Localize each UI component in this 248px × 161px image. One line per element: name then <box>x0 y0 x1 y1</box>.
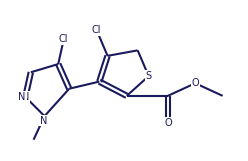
Text: Cl: Cl <box>92 25 101 35</box>
Text: Cl: Cl <box>59 34 68 44</box>
Text: O: O <box>164 118 172 128</box>
Text: N: N <box>40 115 47 126</box>
Text: N: N <box>18 92 26 102</box>
Text: O: O <box>191 78 199 88</box>
Text: S: S <box>146 71 152 81</box>
Text: N: N <box>22 92 29 102</box>
Text: O: O <box>164 118 172 128</box>
Text: S: S <box>146 71 152 81</box>
Text: N: N <box>41 115 48 126</box>
Text: Cl: Cl <box>59 34 68 44</box>
Text: O: O <box>191 78 199 88</box>
Text: Cl: Cl <box>92 25 101 35</box>
